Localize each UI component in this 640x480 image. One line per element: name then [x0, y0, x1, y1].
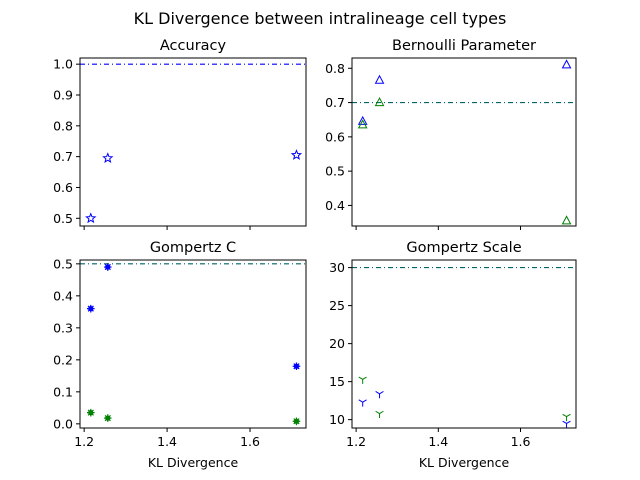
panel-title: Gompertz C [150, 240, 236, 256]
series-0 [357, 59, 572, 125]
y-tick-label: 20 [329, 336, 345, 351]
series-0 [86, 263, 301, 371]
y-tick-label: 0.4 [325, 198, 345, 213]
data-point-rays [292, 362, 301, 371]
data-point [562, 420, 571, 428]
y-tick-label: 0.3 [53, 320, 73, 335]
data-point [102, 152, 114, 164]
subplot-gompertz_c: Gompertz C 0.0 0.1 0.2 0.3 0.4 0.5 1.2 1.4 1.6KL … [53, 240, 307, 470]
plot-area [352, 260, 576, 428]
plot-area [352, 58, 576, 226]
data-point-rays [103, 263, 112, 271]
axes-frame [351, 57, 577, 227]
y-tick-label: 0.7 [53, 149, 73, 164]
panel-title: Accuracy [160, 38, 227, 54]
panel-title: Bernoulli Parameter [392, 38, 536, 54]
data-point [561, 215, 572, 225]
data-point [358, 399, 367, 407]
y-tick-label: 15 [329, 374, 345, 389]
y-tick-label: 0.4 [53, 288, 73, 303]
y-tick-label: 0.5 [53, 211, 73, 226]
y-tick-label: 0.7 [325, 95, 345, 110]
x-tick-label: 1.2 [74, 434, 94, 449]
x-axis-label: KL Divergence [419, 455, 510, 470]
y-tick-label: 0.2 [53, 352, 73, 367]
plot-area [80, 58, 306, 226]
data-point [86, 304, 95, 313]
x-axis-label: KL Divergence [148, 455, 239, 470]
subplot-gompertz_scale: Gompertz Scale 10 15 20 25 30 1.2 1.4 1.6KL Dive… [329, 240, 577, 470]
data-point-rays [103, 414, 112, 422]
data-point [86, 408, 95, 417]
data-point [375, 391, 384, 399]
data-point [103, 414, 112, 422]
data-point [292, 362, 301, 371]
data-point-rays [292, 417, 301, 426]
figure-title: KL Divergence between intralineage cell … [134, 9, 507, 28]
data-point-rays [86, 304, 95, 313]
y-tick-label: 0.1 [53, 384, 73, 399]
plot-area [80, 260, 306, 428]
y-tick-label: 0.9 [53, 87, 73, 102]
series-0 [85, 149, 303, 224]
y-tick-label: 0.6 [53, 180, 73, 195]
data-point [85, 212, 97, 224]
panel-title: Gompertz Scale [406, 240, 521, 256]
y-tick-label: 0.8 [53, 118, 73, 133]
y-tick-label: 25 [329, 298, 345, 313]
y-tick-label: 0.6 [325, 129, 345, 144]
y-tick-label: 30 [329, 260, 345, 275]
data-point [290, 149, 303, 160]
data-point-rays [86, 408, 95, 417]
data-point [562, 413, 571, 422]
y-tick-label: 0.5 [53, 256, 73, 271]
y-tick-label: 10 [329, 412, 345, 427]
y-tick-label: 0.0 [53, 416, 73, 431]
series-1 [86, 408, 301, 426]
y-tick-label: 0.5 [325, 164, 345, 179]
x-tick-label: 1.6 [511, 434, 531, 449]
data-point [292, 417, 301, 426]
subplot-bernoulli: Bernoulli Parameter 0.4 0.5 0.6 0.7 0.8 [325, 38, 577, 230]
x-tick-label: 1.2 [346, 434, 366, 449]
data-point [103, 263, 112, 271]
data-point [357, 115, 368, 125]
series-0 [358, 391, 571, 428]
axes-frame [79, 259, 307, 429]
axes-frame [351, 259, 577, 429]
data-point [374, 97, 385, 107]
y-tick-label: 1.0 [53, 57, 73, 72]
series-1 [357, 97, 572, 225]
data-point [357, 119, 368, 129]
data-point [358, 376, 367, 384]
x-tick-label: 1.4 [428, 434, 448, 449]
subplot-grid: Accuracy 0.5 0.6 0.7 0.8 0.9 1.0 Bernoulli Para… [53, 38, 577, 470]
subplot-accuracy: Accuracy 0.5 0.6 0.7 0.8 0.9 1.0 [53, 38, 307, 230]
data-point [374, 74, 385, 84]
axes-frame [79, 57, 307, 227]
y-tick-label: 0.8 [325, 61, 345, 76]
series-1 [358, 376, 571, 422]
data-point [561, 59, 572, 69]
data-point [375, 410, 384, 419]
x-tick-label: 1.4 [157, 434, 177, 449]
x-tick-label: 1.6 [240, 434, 260, 449]
